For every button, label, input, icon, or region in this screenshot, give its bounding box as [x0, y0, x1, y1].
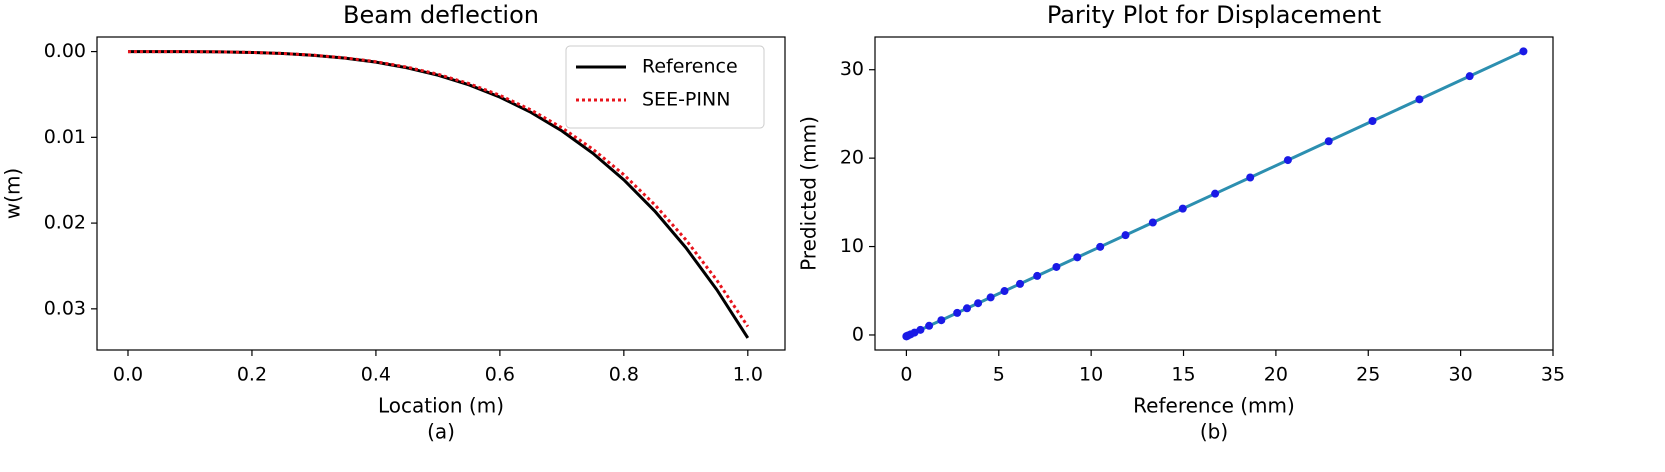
- point: [1283, 156, 1292, 165]
- y-tick-label: 10: [840, 235, 864, 257]
- point: [986, 293, 995, 302]
- axes-frame: [874, 36, 1554, 351]
- point: [1368, 116, 1377, 125]
- data-line: [127, 50, 750, 328]
- x-tick-label: 15: [1171, 364, 1195, 386]
- y-tick-label: 0.01: [44, 126, 86, 148]
- point: [1211, 189, 1220, 198]
- point: [1033, 271, 1042, 280]
- point: [974, 299, 983, 308]
- point: [1073, 253, 1082, 262]
- caption: (a): [427, 420, 455, 444]
- chart-title: Beam deflection: [343, 1, 539, 29]
- y-tick-label: 0.00: [44, 40, 86, 62]
- point: [1000, 287, 1009, 296]
- point: [1415, 95, 1424, 104]
- point: [1178, 204, 1187, 213]
- point: [1096, 242, 1105, 251]
- legend: Reference SEE-PINN: [565, 45, 765, 129]
- point: [953, 308, 962, 317]
- chart-title: Parity Plot for Displacement: [1047, 1, 1381, 29]
- x-tick-label: 10: [1079, 364, 1103, 386]
- y-axis-label: Predicted (mm): [797, 116, 821, 271]
- y-tick-label: 0.03: [44, 297, 86, 319]
- point: [916, 325, 925, 334]
- x-tick-label: 35: [1541, 364, 1565, 386]
- point: [1465, 72, 1474, 81]
- x-tick-label: 0.2: [237, 364, 267, 386]
- y-axis-label: w(m): [1, 168, 25, 219]
- x-tick-label: 0: [900, 364, 912, 386]
- point: [1519, 47, 1528, 56]
- x-axis-label: Location (m): [378, 394, 504, 418]
- x-tick-label: 0.6: [485, 364, 515, 386]
- point: [1324, 137, 1333, 146]
- axes-frame: [96, 36, 786, 351]
- point: [937, 316, 946, 325]
- x-tick-label: 5: [993, 364, 1005, 386]
- x-tick-label: 20: [1264, 364, 1288, 386]
- point: [925, 321, 934, 330]
- point: [1016, 279, 1025, 288]
- x-tick-label: 25: [1356, 364, 1380, 386]
- y-tick-label: 0: [852, 323, 864, 345]
- x-tick-label: 30: [1449, 364, 1473, 386]
- legend-label: Reference: [642, 56, 738, 78]
- point: [1052, 262, 1061, 271]
- x-tick-label: 0.8: [609, 364, 639, 386]
- y-tick-label: 0.02: [44, 212, 86, 234]
- x-axis-label: Reference (mm): [1133, 394, 1295, 418]
- point: [963, 304, 972, 313]
- y-tick-label: 30: [840, 58, 864, 80]
- x-tick-label: 0.0: [113, 364, 143, 386]
- caption: (b): [1200, 420, 1228, 444]
- point: [1148, 218, 1157, 227]
- x-tick-label: 1.0: [733, 364, 763, 386]
- legend-label: SEE-PINN: [642, 89, 730, 111]
- y-tick-label: 20: [840, 147, 864, 169]
- point: [1121, 231, 1130, 240]
- x-tick-label: 0.4: [361, 364, 391, 386]
- point: [1246, 173, 1255, 182]
